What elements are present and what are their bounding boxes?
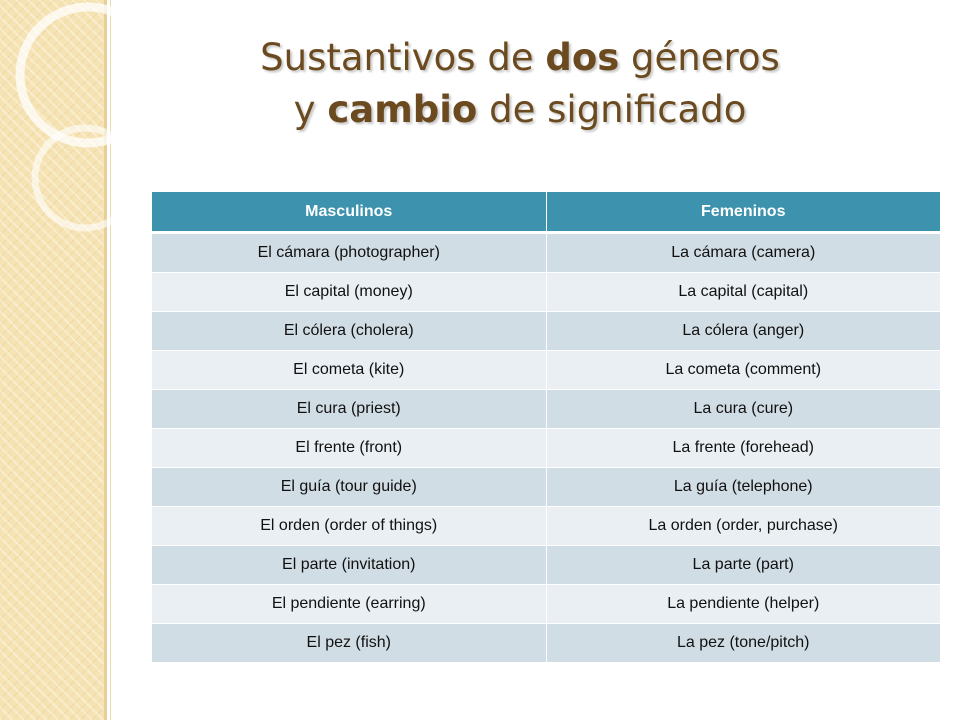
masculine-cell: El cólera (cholera) bbox=[152, 311, 546, 351]
feminine-cell: La parte (part) bbox=[545, 545, 940, 585]
title-line-1: Sustantivos de dos géneros bbox=[190, 32, 850, 84]
decorative-rings-icon bbox=[15, 2, 161, 232]
feminine-cell: La cura (cure) bbox=[545, 389, 940, 429]
side-divider-line-thin bbox=[110, 0, 111, 720]
slide-title: Sustantivos de dos géneros y cambio de s… bbox=[190, 32, 850, 136]
masculine-cell: El cometa (kite) bbox=[152, 350, 546, 390]
feminine-cell: La orden (order, purchase) bbox=[545, 506, 940, 546]
title-text: Sustantivos de bbox=[260, 36, 546, 79]
masculine-cell: El guía (tour guide) bbox=[152, 467, 546, 507]
header-masculinos: Masculinos bbox=[152, 192, 546, 234]
side-divider-line bbox=[104, 0, 107, 720]
feminine-cell: La pendiente (helper) bbox=[545, 584, 940, 624]
table-row: El pez (fish) La pez (tone/pitch) bbox=[152, 623, 940, 663]
title-text: de significado bbox=[477, 88, 747, 131]
table-header-row: Masculinos Femeninos bbox=[152, 192, 940, 234]
title-text: y bbox=[293, 88, 328, 131]
masculine-cell: El pendiente (earring) bbox=[152, 584, 546, 624]
vocabulary-table: Masculinos Femeninos El cámara (photogra… bbox=[152, 192, 940, 663]
table-row: El frente (front) La frente (forehead) bbox=[152, 428, 940, 468]
masculine-cell: El pez (fish) bbox=[152, 623, 546, 663]
feminine-cell: La cólera (anger) bbox=[545, 311, 940, 351]
title-bold-word: cambio bbox=[327, 88, 478, 131]
masculine-cell: El cura (priest) bbox=[152, 389, 546, 429]
header-femeninos: Femeninos bbox=[545, 192, 940, 234]
title-line-2: y cambio de significado bbox=[190, 84, 850, 136]
feminine-cell: La capital (capital) bbox=[545, 272, 940, 312]
title-bold-word: dos bbox=[545, 36, 620, 79]
table-row: El capital (money) La capital (capital) bbox=[152, 272, 940, 312]
table-row: El cura (priest) La cura (cure) bbox=[152, 389, 940, 429]
table-row: El cometa (kite) La cometa (comment) bbox=[152, 350, 940, 390]
masculine-cell: El cámara (photographer) bbox=[152, 232, 546, 273]
table-row: El guía (tour guide) La guía (telephone) bbox=[152, 467, 940, 507]
table-row: El pendiente (earring) La pendiente (hel… bbox=[152, 584, 940, 624]
table-row: El cámara (photographer) La cámara (came… bbox=[152, 232, 940, 273]
title-text: géneros bbox=[619, 36, 780, 79]
feminine-cell: La cometa (comment) bbox=[545, 350, 940, 390]
feminine-cell: La cámara (camera) bbox=[545, 232, 940, 273]
decorative-side-band bbox=[0, 0, 104, 720]
table-row: El parte (invitation) La parte (part) bbox=[152, 545, 940, 585]
feminine-cell: La guía (telephone) bbox=[545, 467, 940, 507]
masculine-cell: El parte (invitation) bbox=[152, 545, 546, 585]
masculine-cell: El orden (order of things) bbox=[152, 506, 546, 546]
feminine-cell: La frente (forehead) bbox=[545, 428, 940, 468]
feminine-cell: La pez (tone/pitch) bbox=[545, 623, 940, 663]
table-row: El cólera (cholera) La cólera (anger) bbox=[152, 311, 940, 351]
table-row: El orden (order of things) La orden (ord… bbox=[152, 506, 940, 546]
masculine-cell: El frente (front) bbox=[152, 428, 546, 468]
masculine-cell: El capital (money) bbox=[152, 272, 546, 312]
